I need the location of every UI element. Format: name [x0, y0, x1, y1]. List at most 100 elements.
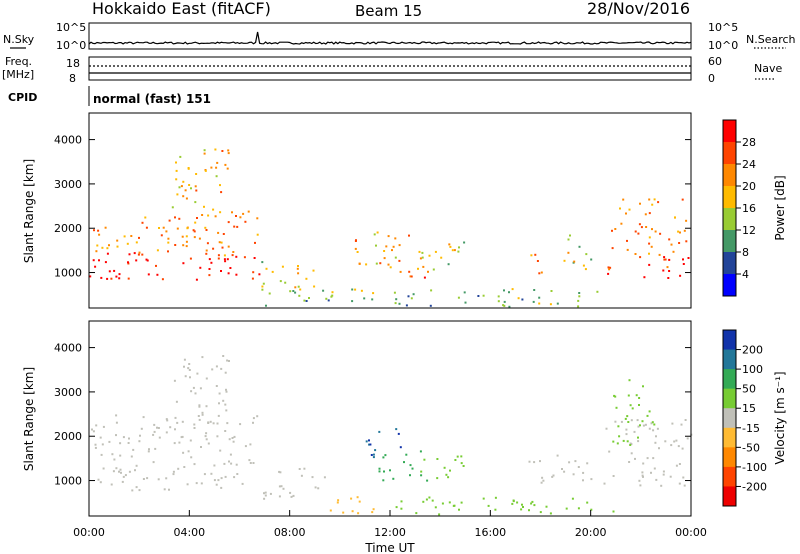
colorbar-tick-label: -200 — [742, 480, 767, 493]
velocity-ylabel: Slant Range [km] — [22, 367, 36, 471]
colorbar-tick-label: 16 — [742, 202, 756, 215]
power-blob-0 — [89, 252, 261, 281]
colorbar-swatch — [723, 447, 736, 468]
x-axis-label: Time UT — [364, 541, 415, 554]
velocity-blob-10 — [612, 379, 656, 446]
colorbar-swatch — [723, 486, 736, 507]
velocity-blob-2 — [263, 467, 326, 500]
nave-tick-bottom: 0 — [708, 72, 715, 85]
power-blob-6 — [417, 241, 466, 273]
colorbar-swatch — [723, 466, 736, 487]
colorbar-swatch — [723, 330, 736, 351]
colorbar-swatch — [723, 349, 736, 370]
colorbar-swatch — [723, 230, 736, 253]
power-blob-7 — [530, 253, 543, 275]
cpid-value: normal (fast) 151 — [93, 92, 211, 106]
colorbar-tick-label: 50 — [742, 383, 756, 396]
colorbar-swatch — [723, 427, 736, 448]
colorbar-swatch — [723, 164, 736, 187]
power-blob-2 — [171, 148, 230, 217]
x-tick-label: 00:00 — [675, 526, 707, 539]
nave-label: Nave — [754, 62, 782, 75]
velocity-ytick-label: 2000 — [54, 430, 82, 443]
colorbar-tick-label: 28 — [742, 136, 756, 149]
x-tick-label: 16:00 — [474, 526, 506, 539]
velocity-blob-1 — [173, 355, 230, 425]
cpid-panel: CPID normal (fast) 151 — [8, 86, 211, 106]
freq-label: Freq. — [5, 55, 32, 68]
velocity-data-cells — [91, 355, 693, 516]
power-panel: 1000 2000 3000 4000 Slant Range [km] — [22, 112, 692, 309]
colorbar-swatch — [723, 369, 736, 390]
colorbar-swatch — [723, 274, 736, 297]
time-x-axis: 00:00 04:00 08:00 12:00 16:00 20:00 00:00 — [73, 510, 707, 539]
colorbar-swatch — [723, 408, 736, 429]
power-blob-10 — [611, 198, 688, 256]
velocity-ytick-label: 3000 — [54, 386, 82, 399]
velocity-ytick-label: 4000 — [54, 342, 82, 355]
power-ytick-label: 4000 — [54, 134, 82, 147]
colorbar-tick-label: 20 — [742, 180, 756, 193]
velocity-panel: 1000 2000 3000 4000 Slant Range [km] — [22, 320, 693, 517]
frequency-panel: Freq. [MHz] 18 8 60 0 Nave — [2, 55, 782, 85]
noise-tick-left-bottom: 10^0 — [56, 39, 86, 52]
colorbar-tick-label: -50 — [742, 441, 760, 454]
colorbar-tick-label: 8 — [742, 246, 749, 259]
velocity-blob-0 — [91, 414, 259, 492]
plot-title: Hokkaido East (fitACF) — [92, 0, 271, 18]
colorbar-tick-label: 100 — [742, 363, 763, 376]
x-tick-label: 20:00 — [575, 526, 607, 539]
freq-tick-top: 18 — [66, 57, 80, 70]
noise-panel: N.Sky 10^5 10^0 10^5 10^0 N.Search — [3, 21, 796, 52]
date-label: 28/Nov/2016 — [587, 0, 690, 18]
velocity-y-axis: 1000 2000 3000 4000 — [54, 342, 691, 488]
power-y-axis: 1000 2000 3000 4000 — [54, 134, 691, 280]
power-blob-3 — [261, 261, 316, 293]
velocity-colorbar-label: Velocity [m s⁻¹] — [773, 371, 787, 464]
noise-sky-trace — [88, 31, 692, 45]
beam-label: Beam 15 — [355, 2, 422, 20]
velocity-ytick-label: 1000 — [54, 475, 82, 488]
colorbar-swatch — [723, 186, 736, 209]
power-blob-1 — [93, 210, 259, 257]
velocity-blob-8 — [528, 454, 593, 484]
velocity-blob-4 — [378, 450, 429, 482]
power-data-cells — [89, 148, 690, 308]
velocity-blob-6 — [329, 496, 375, 515]
power-colorbar: 28 24 20 16 12 8 4 Power [dB] — [722, 119, 787, 297]
cpid-label: CPID — [8, 91, 37, 104]
velocity-blob-5 — [420, 455, 465, 480]
colorbar-swatch — [723, 252, 736, 275]
power-blob-9 — [607, 256, 690, 279]
power-ylabel: Slant Range [km] — [22, 159, 36, 263]
velocity-blob-3 — [365, 428, 402, 459]
colorbar-tick-label: -100 — [742, 461, 767, 474]
nave-tick-top: 60 — [708, 55, 722, 68]
x-tick-label: 12:00 — [374, 526, 406, 539]
nsearch-label: N.Search — [746, 33, 796, 46]
colorbar-swatch — [723, 142, 736, 165]
colorbar-tick-label: 12 — [742, 224, 756, 237]
freq-tick-bottom: 8 — [69, 72, 76, 85]
x-tick-label: 04:00 — [173, 526, 205, 539]
x-tick-label: 00:00 — [73, 526, 105, 539]
power-ytick-label: 2000 — [54, 222, 82, 235]
power-blob-11 — [261, 288, 599, 308]
velocity-colorbar: 200 100 50 15 -15 -50 -100 -200 Velocity [m s⁻¹… — [722, 329, 787, 507]
noise-tick-right-top: 10^5 — [708, 21, 738, 34]
colorbar-tick-label: 24 — [742, 158, 756, 171]
colorbar-swatch — [723, 388, 736, 409]
nsky-label: N.Sky — [3, 33, 35, 46]
colorbar-swatch — [723, 120, 736, 143]
velocity-blob-9 — [603, 419, 693, 487]
x-tick-label: 08:00 — [274, 526, 306, 539]
colorbar-tick-label: 200 — [742, 344, 763, 357]
velocity-blob-7 — [395, 496, 615, 516]
power-blob-4 — [354, 231, 410, 266]
colorbar-tick-label: 15 — [742, 402, 756, 415]
colorbar-tick-label: -15 — [742, 422, 760, 435]
colorbar-tick-label: 4 — [742, 268, 749, 281]
freq-unit: [MHz] — [2, 68, 34, 81]
colorbar-swatch — [723, 208, 736, 231]
